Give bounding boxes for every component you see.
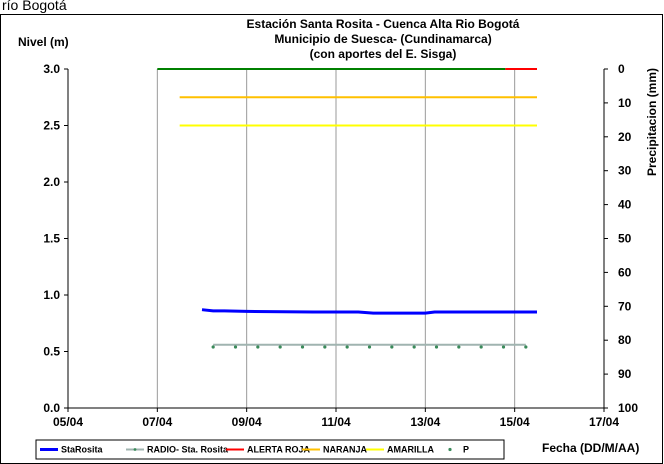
series-p-point bbox=[501, 345, 506, 349]
x-tick-label: 07/04 bbox=[142, 415, 172, 429]
x-tick-label: 11/04 bbox=[321, 415, 351, 429]
series-p-point bbox=[300, 345, 305, 349]
legend-naranja-label: NARANJA bbox=[323, 445, 368, 455]
y-left-tick-label: 1.0 bbox=[43, 288, 60, 302]
legend: StaRosita RADIO- Sta. Rosita ALERTA ROJA NA… bbox=[35, 439, 505, 460]
series-p-point bbox=[390, 345, 394, 349]
chart-title-line-1: Estación Santa Rosita - Cuenca Alta Rio … bbox=[247, 17, 520, 31]
series-p-point bbox=[434, 345, 439, 349]
y-right-tick-label: 100 bbox=[618, 401, 638, 415]
x-axis-label: Fecha (DD/M/AA) bbox=[542, 441, 639, 455]
legend-p-swatch bbox=[448, 447, 452, 452]
series-p-point bbox=[345, 345, 349, 349]
series-p-point bbox=[457, 345, 461, 349]
x-tick-label: 15/04 bbox=[500, 415, 530, 429]
y-left-tick-label: 2.0 bbox=[43, 175, 60, 189]
plot-area: 05/04 07/04 09/04 11/04 13/04 15/04 17/04 0.0 0.… bbox=[43, 62, 638, 429]
y-right-tick-label: 50 bbox=[618, 232, 632, 246]
legend-radio-sta-rosita-label: RADIO- Sta. Rosita bbox=[147, 445, 229, 455]
page-heading: río Bogotá bbox=[2, 0, 67, 13]
chart-frame bbox=[0, 14, 663, 464]
y-right-tick-label: 70 bbox=[618, 299, 632, 313]
y-right-tick-label: 40 bbox=[618, 198, 632, 212]
y-left-tick-label: 2.5 bbox=[43, 119, 60, 133]
chart-title-line-3: (con aportes del E. Sisga) bbox=[310, 47, 457, 61]
series-p-point bbox=[211, 345, 215, 349]
x-tick-label: 17/04 bbox=[589, 415, 619, 429]
series-p-point bbox=[412, 345, 416, 349]
series-p-point bbox=[323, 345, 327, 349]
x-tick-label: 09/04 bbox=[232, 415, 262, 429]
series-p-point bbox=[278, 345, 282, 349]
legend-p-label: P bbox=[463, 445, 469, 455]
series-p-point bbox=[479, 345, 483, 349]
legend-starosita-label: StaRosita bbox=[61, 445, 104, 455]
y-left-tick-label: 0.0 bbox=[43, 401, 60, 415]
series-p-point bbox=[256, 345, 260, 349]
y-left-tick-label: 1.5 bbox=[43, 232, 60, 246]
y-right-tick-label: 60 bbox=[618, 265, 632, 279]
y-right-tick-label: 20 bbox=[618, 130, 632, 144]
legend-box bbox=[35, 439, 505, 460]
series-p-point bbox=[233, 345, 238, 349]
chart-title-line-2: Municipio de Suesca- (Cundinamarca) bbox=[274, 32, 491, 46]
y-right-tick-label: 30 bbox=[618, 164, 632, 178]
series-p-point bbox=[524, 345, 528, 349]
y-axis-left-label: Nivel (m) bbox=[18, 35, 69, 49]
series-p-point bbox=[367, 345, 372, 349]
series-starosita-line bbox=[201, 308, 537, 315]
x-tick-label: 05/04 bbox=[53, 415, 83, 429]
y-right-tick-label: 80 bbox=[618, 333, 632, 347]
legend-alerta-roja-label: ALERTA ROJA bbox=[247, 445, 311, 455]
legend-amarilla-label: AMARILLA bbox=[387, 445, 434, 455]
y-axis-right-label: Precipitacion (mm) bbox=[645, 68, 659, 176]
y-left-tick-label: 3.0 bbox=[43, 62, 60, 76]
x-tick-label: 13/04 bbox=[410, 415, 440, 429]
y-right-tick-label: 0 bbox=[618, 62, 625, 76]
y-right-tick-label: 90 bbox=[618, 367, 632, 381]
y-left-tick-label: 0.5 bbox=[43, 345, 60, 359]
y-right-tick-label: 10 bbox=[618, 96, 632, 110]
legend-radio-sta-rosita-swatch-dot bbox=[133, 448, 137, 451]
